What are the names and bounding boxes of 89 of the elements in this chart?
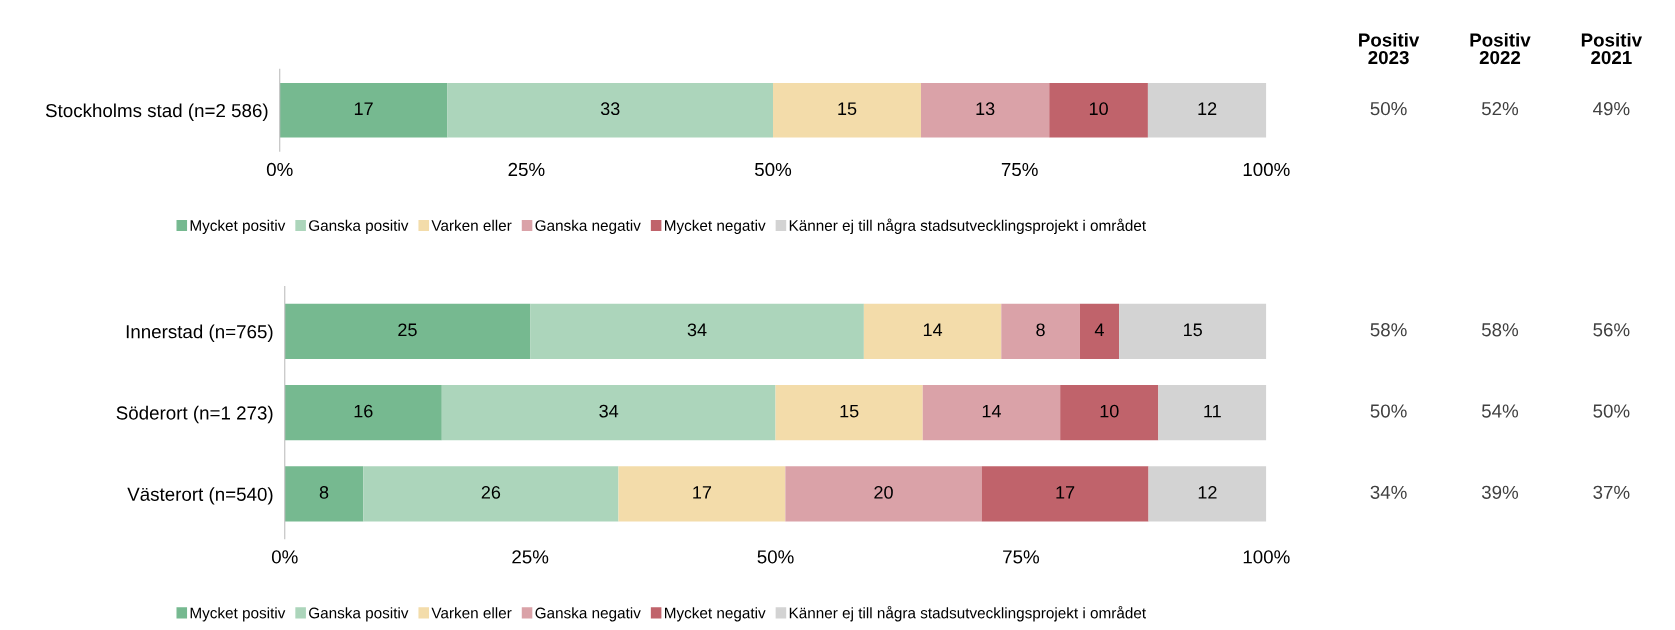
bar bbox=[1049, 82, 1148, 138]
legend-label: Ganska negativ bbox=[535, 607, 641, 622]
category-label: Positiv 2023 bbox=[1359, 32, 1420, 65]
y-tick-label: Stockholms stad (n=2 586) bbox=[45, 103, 268, 121]
bar bbox=[447, 82, 774, 138]
legend-label: Mycket negativ bbox=[665, 219, 766, 234]
x-tick-label: 0% bbox=[266, 162, 293, 177]
data-label: 34 bbox=[599, 404, 619, 418]
legend-label: Ganska positiv bbox=[309, 607, 409, 622]
text: 58% bbox=[1481, 323, 1519, 337]
bar bbox=[1148, 466, 1267, 522]
legend-label: Känner ej till några stadsutvecklingsprojekt i området bbox=[789, 218, 1146, 234]
text: 34% bbox=[1370, 485, 1407, 499]
category-label: Positiv 2021 bbox=[1581, 32, 1643, 65]
y-tick-label: Söderort (n=1 273) bbox=[116, 405, 273, 424]
data-label: 17 bbox=[1056, 486, 1075, 499]
data-label: 14 bbox=[923, 323, 943, 337]
data-label: 15 bbox=[838, 102, 857, 116]
bar bbox=[785, 466, 982, 522]
bar bbox=[922, 385, 1061, 441]
data-label: 12 bbox=[1198, 486, 1217, 499]
bar bbox=[1147, 82, 1267, 138]
bar bbox=[284, 385, 442, 441]
text: 52% bbox=[1481, 102, 1519, 116]
x-tick-label: 25% bbox=[508, 162, 545, 177]
bar bbox=[1001, 303, 1080, 359]
data-label: 8 bbox=[319, 486, 329, 499]
text: 50% bbox=[1593, 404, 1630, 418]
legend-label: Ganska negativ bbox=[535, 219, 641, 234]
x-tick-label: 100% bbox=[1243, 162, 1290, 177]
data-label: 13 bbox=[976, 102, 995, 116]
legend-label: Mycket positiv bbox=[190, 607, 286, 622]
data-label: 8 bbox=[1036, 323, 1045, 337]
bar bbox=[863, 303, 1002, 359]
text: 56% bbox=[1593, 323, 1630, 337]
y-tick-label: Västerort (n=540) bbox=[127, 487, 273, 505]
bar bbox=[363, 466, 619, 522]
legend-label: Känner ej till några stadsutvecklingsprojekt i området bbox=[789, 605, 1146, 622]
x-tick-label: 50% bbox=[757, 550, 794, 564]
data-label: 17 bbox=[693, 486, 712, 499]
data-label: 12 bbox=[1198, 102, 1217, 115]
legend-label: Varken eller bbox=[431, 219, 512, 231]
data-label: 20 bbox=[874, 486, 893, 499]
text: 50% bbox=[1370, 102, 1407, 116]
bar bbox=[284, 466, 364, 522]
x-tick-label: 25% bbox=[512, 550, 549, 564]
bar bbox=[1060, 385, 1159, 441]
data-label: 25 bbox=[398, 323, 417, 337]
category-label: Positiv 2022 bbox=[1470, 32, 1531, 65]
text: 50% bbox=[1370, 404, 1407, 418]
data-label: 33 bbox=[600, 102, 620, 116]
bar bbox=[981, 466, 1149, 522]
data-label: 16 bbox=[354, 404, 373, 418]
data-label: 10 bbox=[1100, 404, 1119, 418]
x-tick-label: 75% bbox=[1001, 162, 1038, 177]
text: 37% bbox=[1593, 485, 1630, 499]
data-label: 17 bbox=[354, 102, 373, 115]
data-label: 14 bbox=[982, 404, 1001, 418]
bar bbox=[284, 303, 531, 359]
text: 58% bbox=[1370, 323, 1407, 337]
bar bbox=[279, 82, 448, 138]
data-label: 11 bbox=[1204, 404, 1221, 418]
text: 39% bbox=[1481, 485, 1519, 499]
text: 54% bbox=[1481, 404, 1519, 418]
data-label: 15 bbox=[1184, 323, 1202, 337]
legend-label: Ganska positiv bbox=[309, 219, 409, 234]
bar bbox=[1079, 303, 1120, 359]
data-label: 15 bbox=[840, 404, 859, 418]
bar bbox=[441, 385, 776, 441]
data-label: 10 bbox=[1089, 102, 1108, 116]
bar bbox=[530, 303, 864, 359]
legend-label: Mycket positiv bbox=[190, 219, 286, 234]
x-tick-label: 0% bbox=[271, 550, 298, 564]
bar bbox=[1119, 303, 1267, 359]
x-tick-label: 75% bbox=[1003, 550, 1040, 564]
text: 49% bbox=[1593, 102, 1630, 116]
legend-label: Mycket negativ bbox=[665, 607, 766, 622]
bar bbox=[1158, 385, 1267, 441]
data-label: 34 bbox=[687, 323, 707, 337]
bar bbox=[618, 466, 786, 522]
x-tick-label: 100% bbox=[1243, 550, 1290, 564]
data-label: 4 bbox=[1094, 323, 1104, 337]
legend-label: Varken eller bbox=[431, 607, 512, 619]
bar bbox=[921, 82, 1050, 138]
y-tick-label: Innerstad (n=765) bbox=[126, 324, 273, 343]
data-label: 26 bbox=[481, 486, 501, 499]
x-tick-label: 50% bbox=[755, 162, 792, 177]
bar bbox=[775, 385, 923, 441]
bar bbox=[773, 82, 921, 138]
